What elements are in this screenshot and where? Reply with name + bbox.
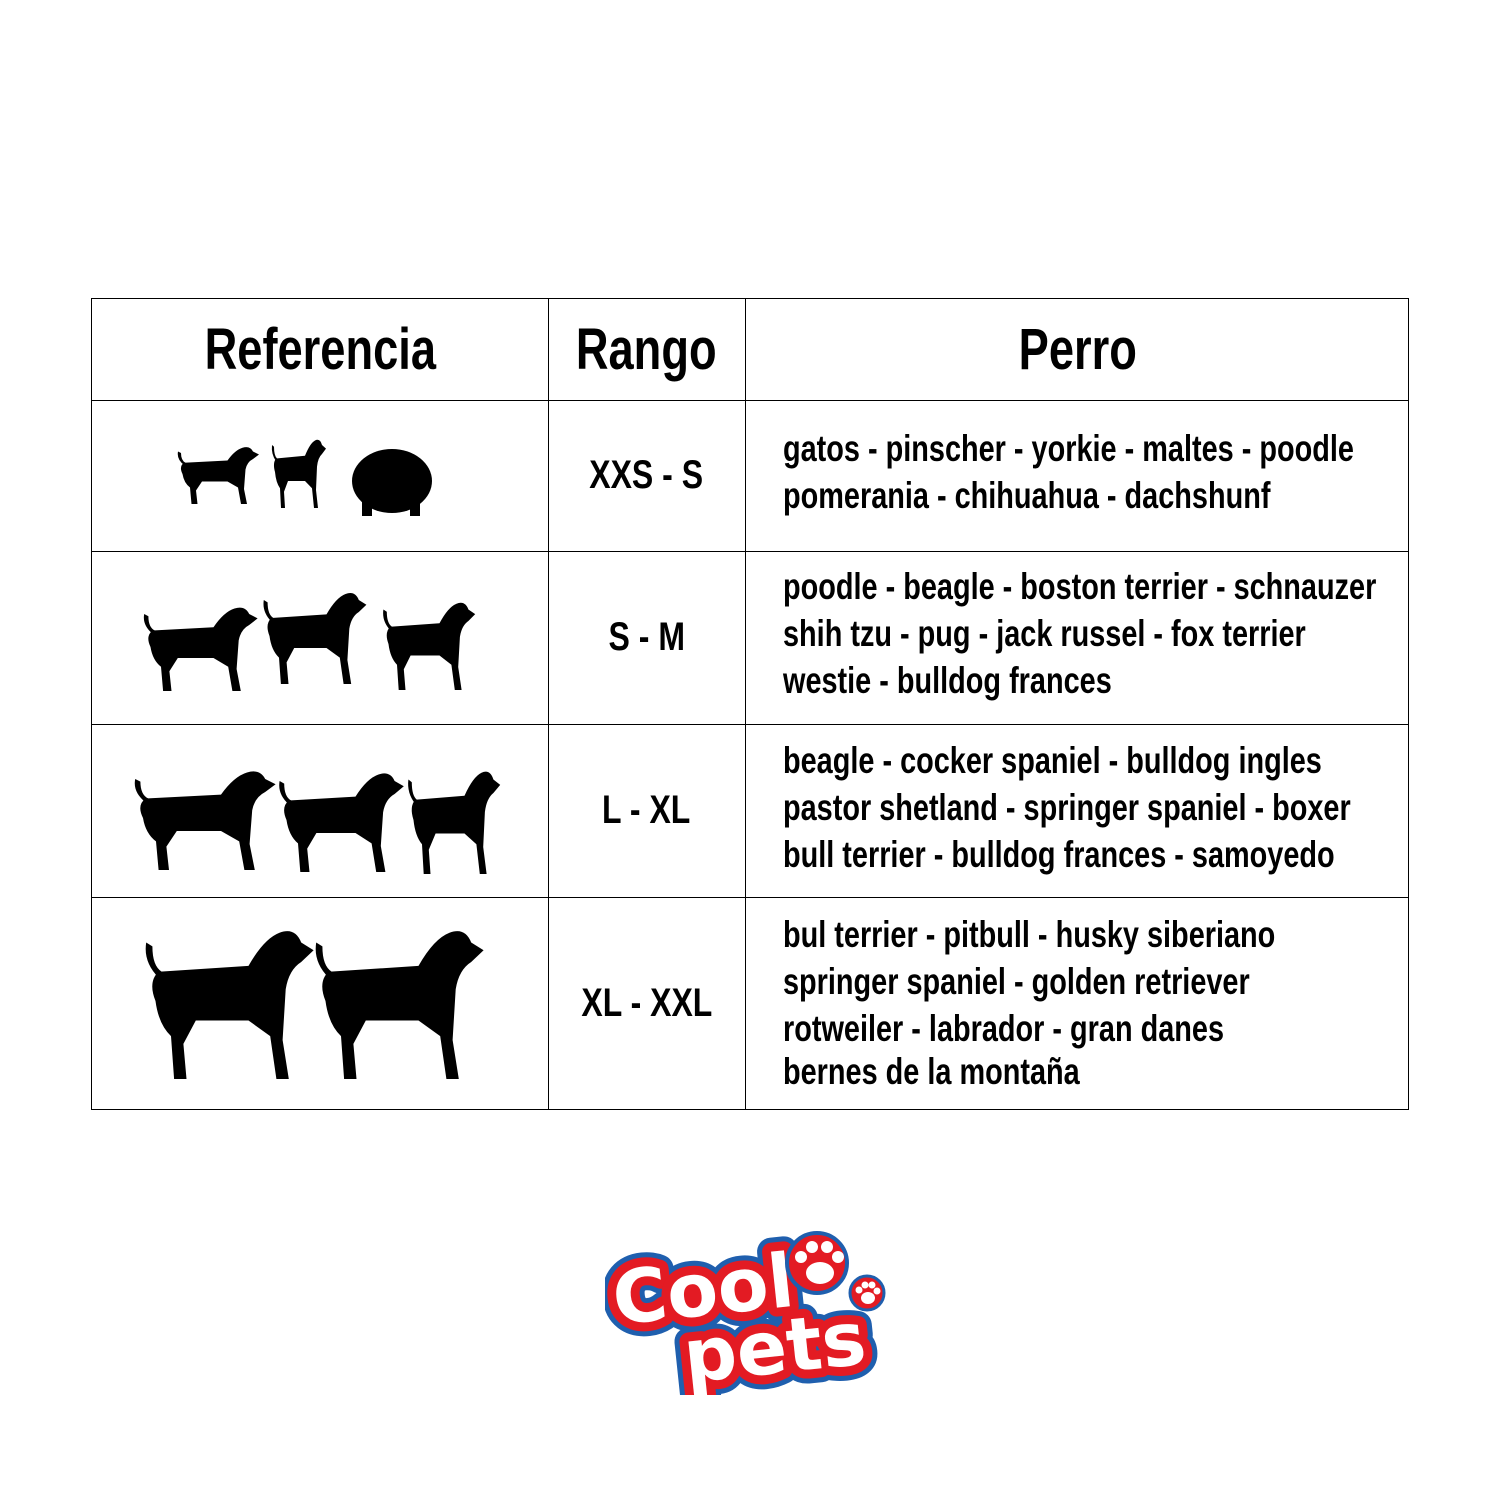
- header-referencia: Referencia: [204, 317, 436, 382]
- breed-line: bul terrier - pitbull - husky siberiano: [783, 914, 1276, 955]
- row-divider: [92, 897, 1408, 898]
- range-label: L - XL: [602, 788, 691, 832]
- column-divider: [548, 299, 549, 1109]
- paw-print-icon: [785, 1231, 886, 1312]
- dog-breeds-list: gatos - pinscher - yorkie - maltes - poo…: [783, 425, 1354, 519]
- logo-text-cool: Cool: [608, 1238, 797, 1342]
- header-rango: Rango: [576, 317, 717, 382]
- range-label: XL - XXL: [580, 980, 712, 1025]
- breed-line: bull terrier - bulldog frances - samoyed…: [783, 834, 1335, 875]
- coolpets-logo: Cool pets Cool pets Cool pets: [594, 1215, 895, 1414]
- xlarge-dogs-silhouettes-icon: [92, 897, 548, 1109]
- dog-breeds-list: beagle - cocker spaniel - bulldog ingles…: [783, 737, 1351, 878]
- logo-text-pets: pets: [679, 1296, 870, 1395]
- breed-line: beagle - cocker spaniel - bulldog ingles: [783, 740, 1322, 781]
- breed-line: gatos - pinscher - yorkie - maltes - poo…: [783, 428, 1354, 469]
- breed-line: pastor shetland - springer spaniel - box…: [783, 787, 1351, 828]
- column-divider: [745, 299, 746, 1109]
- breed-line: springer spaniel - golden retriever: [783, 961, 1250, 1002]
- dog-breeds-list: poodle - beagle - boston terrier - schna…: [783, 563, 1376, 704]
- breed-line: pomerania - chihuahua - dachshunf: [783, 475, 1271, 516]
- range-label: S - M: [608, 615, 685, 659]
- range-label: XXS - S: [589, 453, 704, 497]
- header-perro: Perro: [1018, 317, 1137, 382]
- size-table: Referencia Rango Perro XXS - S gatos - p…: [91, 298, 1409, 1110]
- large-dogs-silhouettes-icon: [92, 724, 548, 897]
- breed-line: shih tzu - pug - jack russel - fox terri…: [783, 613, 1306, 654]
- medium-dogs-silhouettes-icon: [92, 551, 548, 724]
- row-divider: [92, 724, 1408, 725]
- dog-breeds-list: bul terrier - pitbull - husky siberiano …: [783, 911, 1275, 1092]
- small-dogs-silhouettes-icon: [92, 400, 548, 551]
- breed-line: bernes de la montaña: [783, 1051, 1080, 1092]
- breed-line: poodle - beagle - boston terrier - schna…: [783, 566, 1377, 607]
- breed-line: rotweiler - labrador - gran danes: [783, 1008, 1225, 1049]
- row-divider: [92, 551, 1408, 552]
- row-divider: [92, 400, 1408, 401]
- breed-line: westie - bulldog frances: [783, 660, 1112, 701]
